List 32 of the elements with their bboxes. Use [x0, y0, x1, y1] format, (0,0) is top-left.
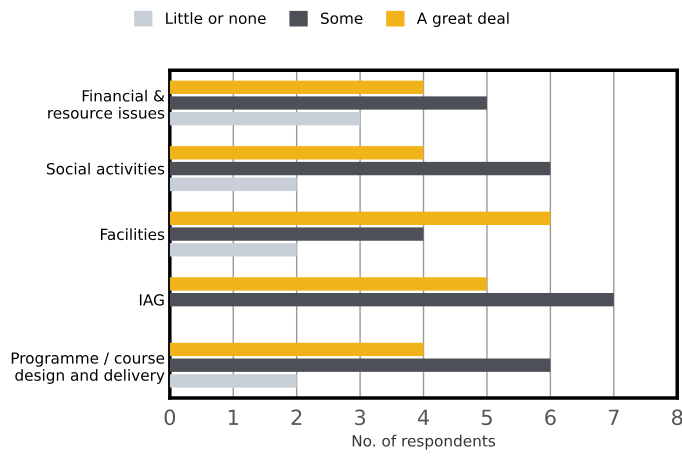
y-tick-label: Programme / course design and delivery	[12, 352, 164, 384]
x-tick-label: 5	[482, 410, 492, 426]
bar	[170, 80, 424, 94]
bar	[170, 96, 487, 110]
bar	[170, 374, 297, 388]
y-tick-label: Financial & resource issues	[48, 90, 164, 119]
legend-label: Some	[320, 12, 362, 24]
x-tick-label: 6	[545, 409, 556, 426]
x-tick-label: 2	[292, 409, 302, 425]
bar	[170, 178, 297, 191]
x-axis-title: No. of respondents	[352, 434, 496, 450]
x-tick-label: 4	[418, 410, 429, 425]
bar	[170, 146, 424, 160]
bar	[170, 358, 550, 372]
y-tick-label: Facilities	[100, 228, 164, 240]
bar	[170, 227, 424, 241]
legend-label: Little or none	[166, 12, 266, 24]
bar	[170, 342, 424, 356]
bar	[170, 162, 550, 176]
x-tick-label: 7	[608, 410, 619, 425]
bar	[170, 277, 487, 291]
x-tick-label: 3	[355, 409, 366, 426]
x-tick-label: 8	[672, 409, 682, 426]
bar	[170, 212, 550, 226]
bar	[170, 112, 360, 126]
x-tick-label: 1	[228, 410, 238, 425]
bar	[170, 292, 614, 306]
y-tick-label: Social activities	[46, 162, 164, 175]
bar	[170, 243, 297, 257]
y-tick-label: IAG	[140, 294, 164, 306]
x-tick-label: 0	[164, 409, 176, 426]
legend-label: A great deal	[416, 12, 509, 27]
